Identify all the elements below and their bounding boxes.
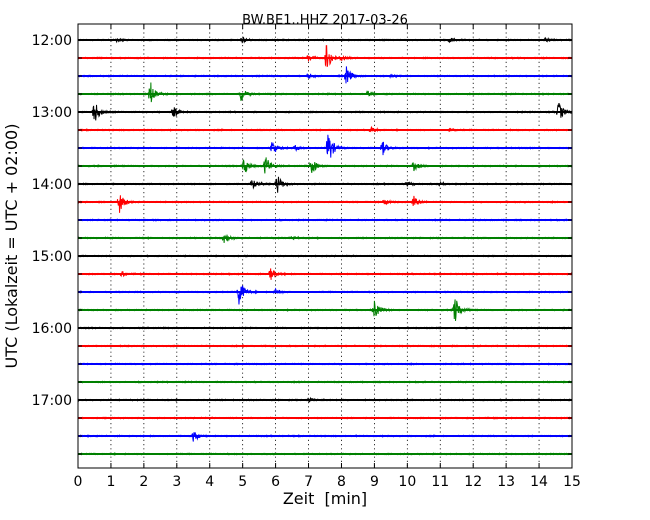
trace-line: [77, 66, 573, 84]
x-tick-label: 5: [238, 474, 247, 490]
trace-line: [77, 103, 573, 121]
trace-line: [77, 416, 573, 420]
trace-line: [77, 36, 573, 44]
x-tick-label: 0: [74, 474, 83, 490]
trace-line: [77, 299, 573, 321]
y-tick-label: 15:00: [32, 249, 72, 265]
trace-line: [77, 432, 573, 442]
x-axis: 0 1 2 3 4 5 6 7 8 9 10 11 12 13 14 15: [74, 24, 581, 490]
x-tick-label: 7: [304, 474, 313, 490]
x-tick-label: 3: [172, 474, 181, 490]
trace-line: [77, 344, 573, 349]
y-tick-label: 14:00: [32, 177, 72, 193]
trace-line: [77, 218, 573, 222]
trace-line: [77, 451, 573, 456]
trace-line: [77, 396, 573, 403]
trace-line: [77, 157, 573, 174]
y-axis-label: UTC (Lokalzeit = UTC + 02:00): [2, 124, 21, 369]
trace-line: [77, 325, 573, 330]
trace-line: [77, 254, 573, 258]
y-tick-label: 12:00: [32, 33, 72, 49]
x-tick-label: 11: [431, 474, 449, 490]
x-tick-label: 15: [563, 474, 581, 490]
x-tick-label: 14: [530, 474, 548, 490]
x-tick-label: 12: [464, 474, 482, 490]
x-tick-label: 2: [139, 474, 148, 490]
trace-line: [77, 125, 573, 133]
x-tick-label: 1: [106, 474, 115, 490]
trace-line: [77, 45, 573, 68]
trace-line: [77, 195, 573, 213]
trace-line: [77, 176, 573, 193]
plot-frame: [77, 23, 573, 469]
trace-line: [77, 361, 573, 367]
trace-group: [77, 36, 573, 456]
y-tick-label: 16:00: [32, 321, 72, 337]
x-tick-label: 13: [497, 474, 515, 490]
chart-title: BW.BE1..HHZ 2017-03-26: [242, 13, 408, 28]
y-tick-label: 13:00: [32, 105, 72, 121]
trace-line: [77, 285, 573, 305]
trace-line: [77, 234, 573, 243]
x-tick-label: 6: [271, 474, 280, 490]
x-tick-label: 9: [370, 474, 379, 490]
trace-line: [77, 82, 573, 103]
trace-line: [77, 380, 573, 385]
y-tick-label: 17:00: [32, 393, 72, 409]
x-tick-label: 10: [398, 474, 416, 490]
trace-line: [77, 268, 573, 280]
grid-lines: [110, 24, 540, 468]
x-axis-label: Zeit [min]: [283, 489, 367, 508]
trace-line: [77, 134, 573, 158]
x-tick-label: 4: [205, 474, 214, 490]
x-tick-label: 8: [337, 474, 346, 490]
y-axis: 12:00 13:00 14:00 15:00 16:00 17:00: [32, 33, 572, 455]
